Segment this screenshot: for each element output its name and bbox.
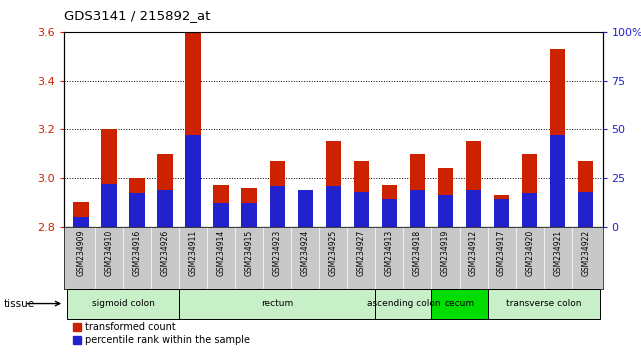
Bar	[466, 190, 481, 227]
Bar	[73, 217, 88, 227]
Bar	[410, 154, 425, 227]
Bar	[129, 178, 145, 227]
Bar	[494, 195, 510, 227]
Text: GSM234912: GSM234912	[469, 230, 478, 276]
Bar	[578, 192, 594, 227]
Bar	[550, 49, 565, 227]
Bar	[466, 141, 481, 227]
Text: rectum: rectum	[261, 299, 294, 308]
Text: GSM234924: GSM234924	[301, 230, 310, 276]
Text: GSM234910: GSM234910	[104, 230, 113, 276]
Text: transverse colon: transverse colon	[506, 299, 581, 308]
Text: GSM234923: GSM234923	[272, 230, 282, 276]
Bar	[326, 186, 341, 227]
Text: GDS3141 / 215892_at: GDS3141 / 215892_at	[64, 9, 210, 22]
Text: sigmoid colon: sigmoid colon	[92, 299, 154, 308]
Text: GSM234921: GSM234921	[553, 230, 562, 276]
Bar	[494, 199, 510, 227]
Bar	[438, 195, 453, 227]
Bar	[354, 161, 369, 227]
Bar	[129, 194, 145, 227]
Legend: transformed count, percentile rank within the sample: transformed count, percentile rank withi…	[69, 319, 254, 349]
Bar	[550, 135, 565, 227]
Bar	[269, 161, 285, 227]
Bar	[381, 185, 397, 227]
FancyBboxPatch shape	[431, 289, 488, 319]
Bar	[157, 154, 173, 227]
Text: GSM234911: GSM234911	[188, 230, 197, 276]
Bar	[157, 190, 173, 227]
Text: GSM234909: GSM234909	[76, 230, 85, 276]
Bar	[438, 168, 453, 227]
Text: GSM234918: GSM234918	[413, 230, 422, 276]
Bar	[101, 184, 117, 227]
Bar	[578, 161, 594, 227]
Bar	[410, 190, 425, 227]
Bar	[354, 192, 369, 227]
Bar	[326, 141, 341, 227]
FancyBboxPatch shape	[179, 289, 376, 319]
Bar	[242, 188, 257, 227]
Text: ascending colon: ascending colon	[367, 299, 440, 308]
FancyBboxPatch shape	[67, 289, 179, 319]
Text: cecum: cecum	[444, 299, 474, 308]
Text: GSM234917: GSM234917	[497, 230, 506, 276]
Text: GSM234915: GSM234915	[245, 230, 254, 276]
Text: GSM234926: GSM234926	[160, 230, 170, 276]
Text: GSM234916: GSM234916	[133, 230, 142, 276]
Text: GSM234913: GSM234913	[385, 230, 394, 276]
Bar	[242, 203, 257, 227]
Bar	[522, 194, 537, 227]
Text: tissue: tissue	[3, 299, 35, 309]
Bar	[269, 186, 285, 227]
Bar	[522, 154, 537, 227]
Text: GSM234925: GSM234925	[329, 230, 338, 276]
Bar	[185, 32, 201, 227]
Bar	[185, 135, 201, 227]
Bar	[101, 129, 117, 227]
Bar	[381, 199, 397, 227]
Bar	[213, 185, 229, 227]
Bar	[297, 193, 313, 227]
Text: GSM234920: GSM234920	[525, 230, 534, 276]
Bar	[73, 202, 88, 227]
FancyBboxPatch shape	[376, 289, 431, 319]
Text: GSM234927: GSM234927	[357, 230, 366, 276]
Bar	[213, 203, 229, 227]
FancyBboxPatch shape	[488, 289, 600, 319]
Bar	[297, 190, 313, 227]
Text: GSM234922: GSM234922	[581, 230, 590, 276]
Text: GSM234914: GSM234914	[217, 230, 226, 276]
Text: GSM234919: GSM234919	[441, 230, 450, 276]
